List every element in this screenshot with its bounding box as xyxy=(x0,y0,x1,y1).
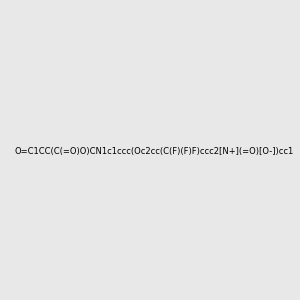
Text: O=C1CC(C(=O)O)CN1c1ccc(Oc2cc(C(F)(F)F)ccc2[N+](=O)[O-])cc1: O=C1CC(C(=O)O)CN1c1ccc(Oc2cc(C(F)(F)F)cc… xyxy=(14,147,293,156)
